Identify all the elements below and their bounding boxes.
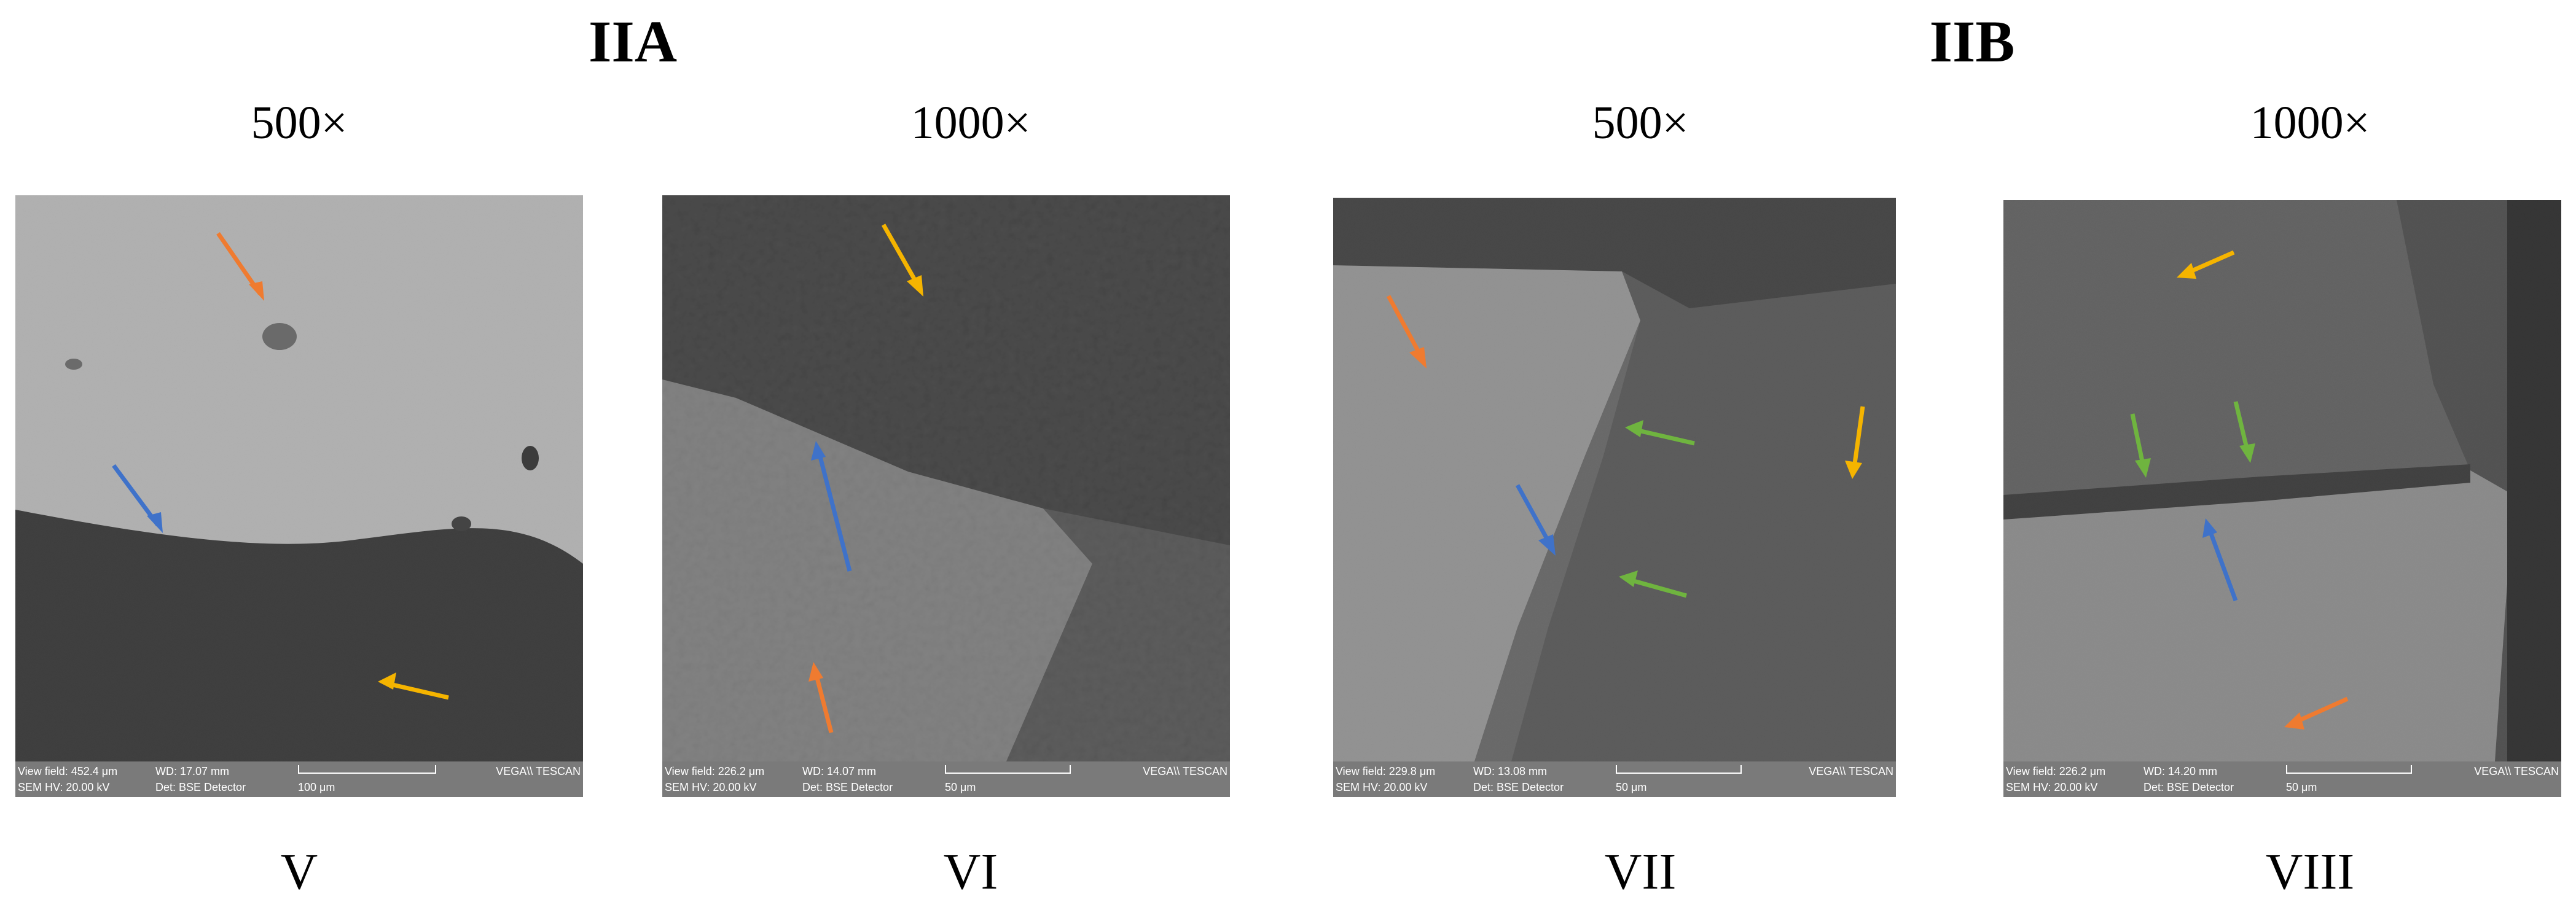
brand: VEGA\\ TESCAN [496, 765, 581, 777]
scale-bar [298, 765, 436, 774]
view-field: View field: 452.4 μm [18, 765, 118, 777]
arrow-overlay-vi [808, 224, 923, 733]
magnification-label-v: 500× [251, 97, 348, 149]
yellow-arrow [1852, 406, 1865, 469]
sem-micrograph-v [15, 195, 583, 761]
detector: Det: BSE Detector [802, 781, 893, 793]
sem-databar-vi: View field: 226.2 μm SEM HV: 20.00 kV WD… [662, 761, 1230, 797]
working-distance: WD: 14.20 mm [2143, 765, 2218, 777]
blue-arrow [2207, 527, 2238, 602]
orange-arrow [813, 672, 834, 733]
detector: Det: BSE Detector [155, 781, 246, 793]
blue-arrow [816, 451, 852, 572]
orange-arrow [1386, 295, 1425, 360]
yellow-arrow [386, 681, 449, 700]
brand: VEGA\\ TESCAN [2474, 765, 2559, 777]
detector: Det: BSE Detector [1473, 781, 1564, 793]
sem-micrograph-vi [662, 195, 1230, 761]
scale-bar [945, 765, 1071, 774]
magnification-label-vii: 500× [1592, 97, 1689, 149]
magnification-label-vi: 1000× [910, 97, 1031, 149]
scale-label: 50 μm [945, 781, 976, 793]
sem-image-v: View field: 452.4 μm SEM HV: 20.00 kV WD… [15, 195, 583, 797]
green-arrow [1635, 427, 1695, 446]
brand: VEGA\\ TESCAN [1143, 765, 1227, 777]
scale-bar [2286, 765, 2412, 774]
blue-arrow [1515, 484, 1554, 548]
arrow-overlay-v [112, 232, 449, 700]
sem-micrograph-vii [1333, 198, 1896, 761]
working-distance: WD: 14.07 mm [802, 765, 877, 777]
panel-label-viii: VIII [2265, 843, 2355, 900]
sem-hv: SEM HV: 20.00 kV [18, 781, 110, 793]
group-title-iib: IIB [1929, 9, 2015, 74]
panel-label-vii: VII [1604, 843, 1677, 900]
working-distance: WD: 17.07 mm [155, 765, 230, 777]
sem-image-viii: View field: 226.2 μm SEM HV: 20.00 kV WD… [2003, 200, 2561, 797]
sem-hv: SEM HV: 20.00 kV [665, 781, 757, 793]
yellow-arrow [2186, 250, 2235, 275]
sem-hv: SEM HV: 20.00 kV [1336, 781, 1428, 793]
sem-image-vi: View field: 226.2 μm SEM HV: 20.00 kV WD… [662, 195, 1230, 797]
scale-bar [1616, 765, 1742, 774]
yellow-arrow [881, 224, 922, 289]
sem-databar-v: View field: 452.4 μm SEM HV: 20.00 kV WD… [15, 761, 583, 797]
detector: Det: BSE Detector [2143, 781, 2234, 793]
arrow-overlay-vii [1386, 295, 1865, 598]
panel-label-vi: VI [943, 843, 998, 900]
sem-databar-vii: View field: 229.8 μm SEM HV: 20.00 kV WD… [1333, 761, 1896, 797]
scale-label: 100 μm [298, 781, 335, 793]
orange-arrow [2294, 696, 2349, 725]
arrow-overlay-viii [2130, 250, 2349, 730]
view-field: View field: 226.2 μm [2006, 765, 2106, 777]
green-arrow [2130, 413, 2146, 468]
brand: VEGA\\ TESCAN [1809, 765, 1893, 777]
sem-micrograph-viii [2003, 200, 2561, 761]
scale-label: 50 μm [2286, 781, 2317, 793]
sem-image-vii: View field: 229.8 μm SEM HV: 20.00 kV WD… [1333, 198, 1896, 797]
view-field: View field: 229.8 μm [1336, 765, 1436, 777]
view-field: View field: 226.2 μm [665, 765, 765, 777]
green-arrow [2233, 401, 2250, 454]
scale-label: 50 μm [1616, 781, 1647, 793]
sem-databar-viii: View field: 226.2 μm SEM HV: 20.00 kV WD… [2003, 761, 2561, 797]
group-title-iia: IIA [588, 9, 678, 74]
magnification-label-viii: 1000× [2250, 97, 2370, 149]
panel-label-v: V [280, 843, 318, 900]
sem-hv: SEM HV: 20.00 kV [2006, 781, 2098, 793]
green-arrow [1629, 577, 1687, 598]
working-distance: WD: 13.08 mm [1473, 765, 1548, 777]
